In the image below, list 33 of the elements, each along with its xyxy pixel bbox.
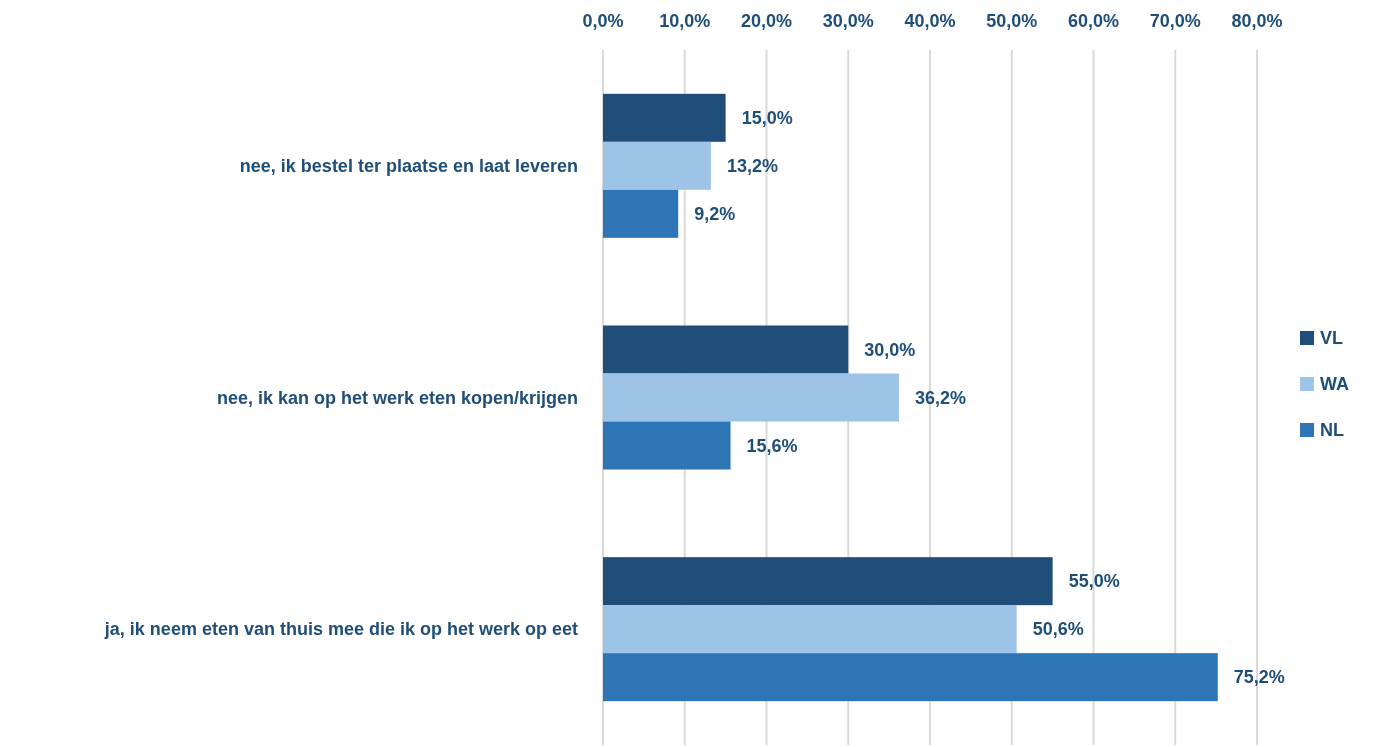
- bar: [603, 605, 1017, 654]
- bar: [603, 141, 711, 190]
- bar: [603, 93, 726, 142]
- data-label: 13,2%: [726, 155, 778, 176]
- x-tick-label: 40,0%: [904, 11, 956, 31]
- data-label: 55,0%: [1068, 571, 1120, 592]
- x-tick-label: 0,0%: [582, 11, 624, 31]
- data-label: 15,0%: [741, 107, 793, 128]
- y-tick-label: nee, ik kan op het werk eten kopen/krijgen: [216, 387, 578, 408]
- bar: [603, 421, 731, 470]
- bar: [603, 373, 899, 422]
- legend-label: WA: [1320, 374, 1349, 394]
- x-tick-label: 60,0%: [1067, 11, 1120, 31]
- data-label: 30,0%: [864, 339, 916, 360]
- data-label: 75,2%: [1233, 667, 1285, 688]
- x-tick-label: 70,0%: [1149, 11, 1201, 31]
- y-tick-label: ja, ik neem eten van thuis mee die ik op het werk op eet: [103, 619, 578, 640]
- bar: [603, 325, 849, 374]
- bar: [603, 653, 1218, 702]
- data-label: 9,2%: [694, 203, 736, 224]
- bar: [603, 189, 679, 238]
- data-label: 15,6%: [746, 435, 798, 456]
- bar: [603, 557, 1053, 606]
- x-tick-label: 10,0%: [659, 11, 711, 31]
- data-label: 50,6%: [1032, 619, 1084, 640]
- legend-label: VL: [1320, 328, 1344, 348]
- x-tick-label: 20,0%: [740, 11, 793, 31]
- x-tick-label: 30,0%: [822, 11, 874, 31]
- x-tick-label: 80,0%: [1231, 11, 1283, 31]
- legend-label: NL: [1320, 420, 1344, 440]
- data-label: 36,2%: [914, 387, 966, 408]
- x-tick-label: 50,0%: [986, 11, 1038, 31]
- y-tick-label: nee, ik bestel ter plaatse en laat leveren: [239, 155, 578, 176]
